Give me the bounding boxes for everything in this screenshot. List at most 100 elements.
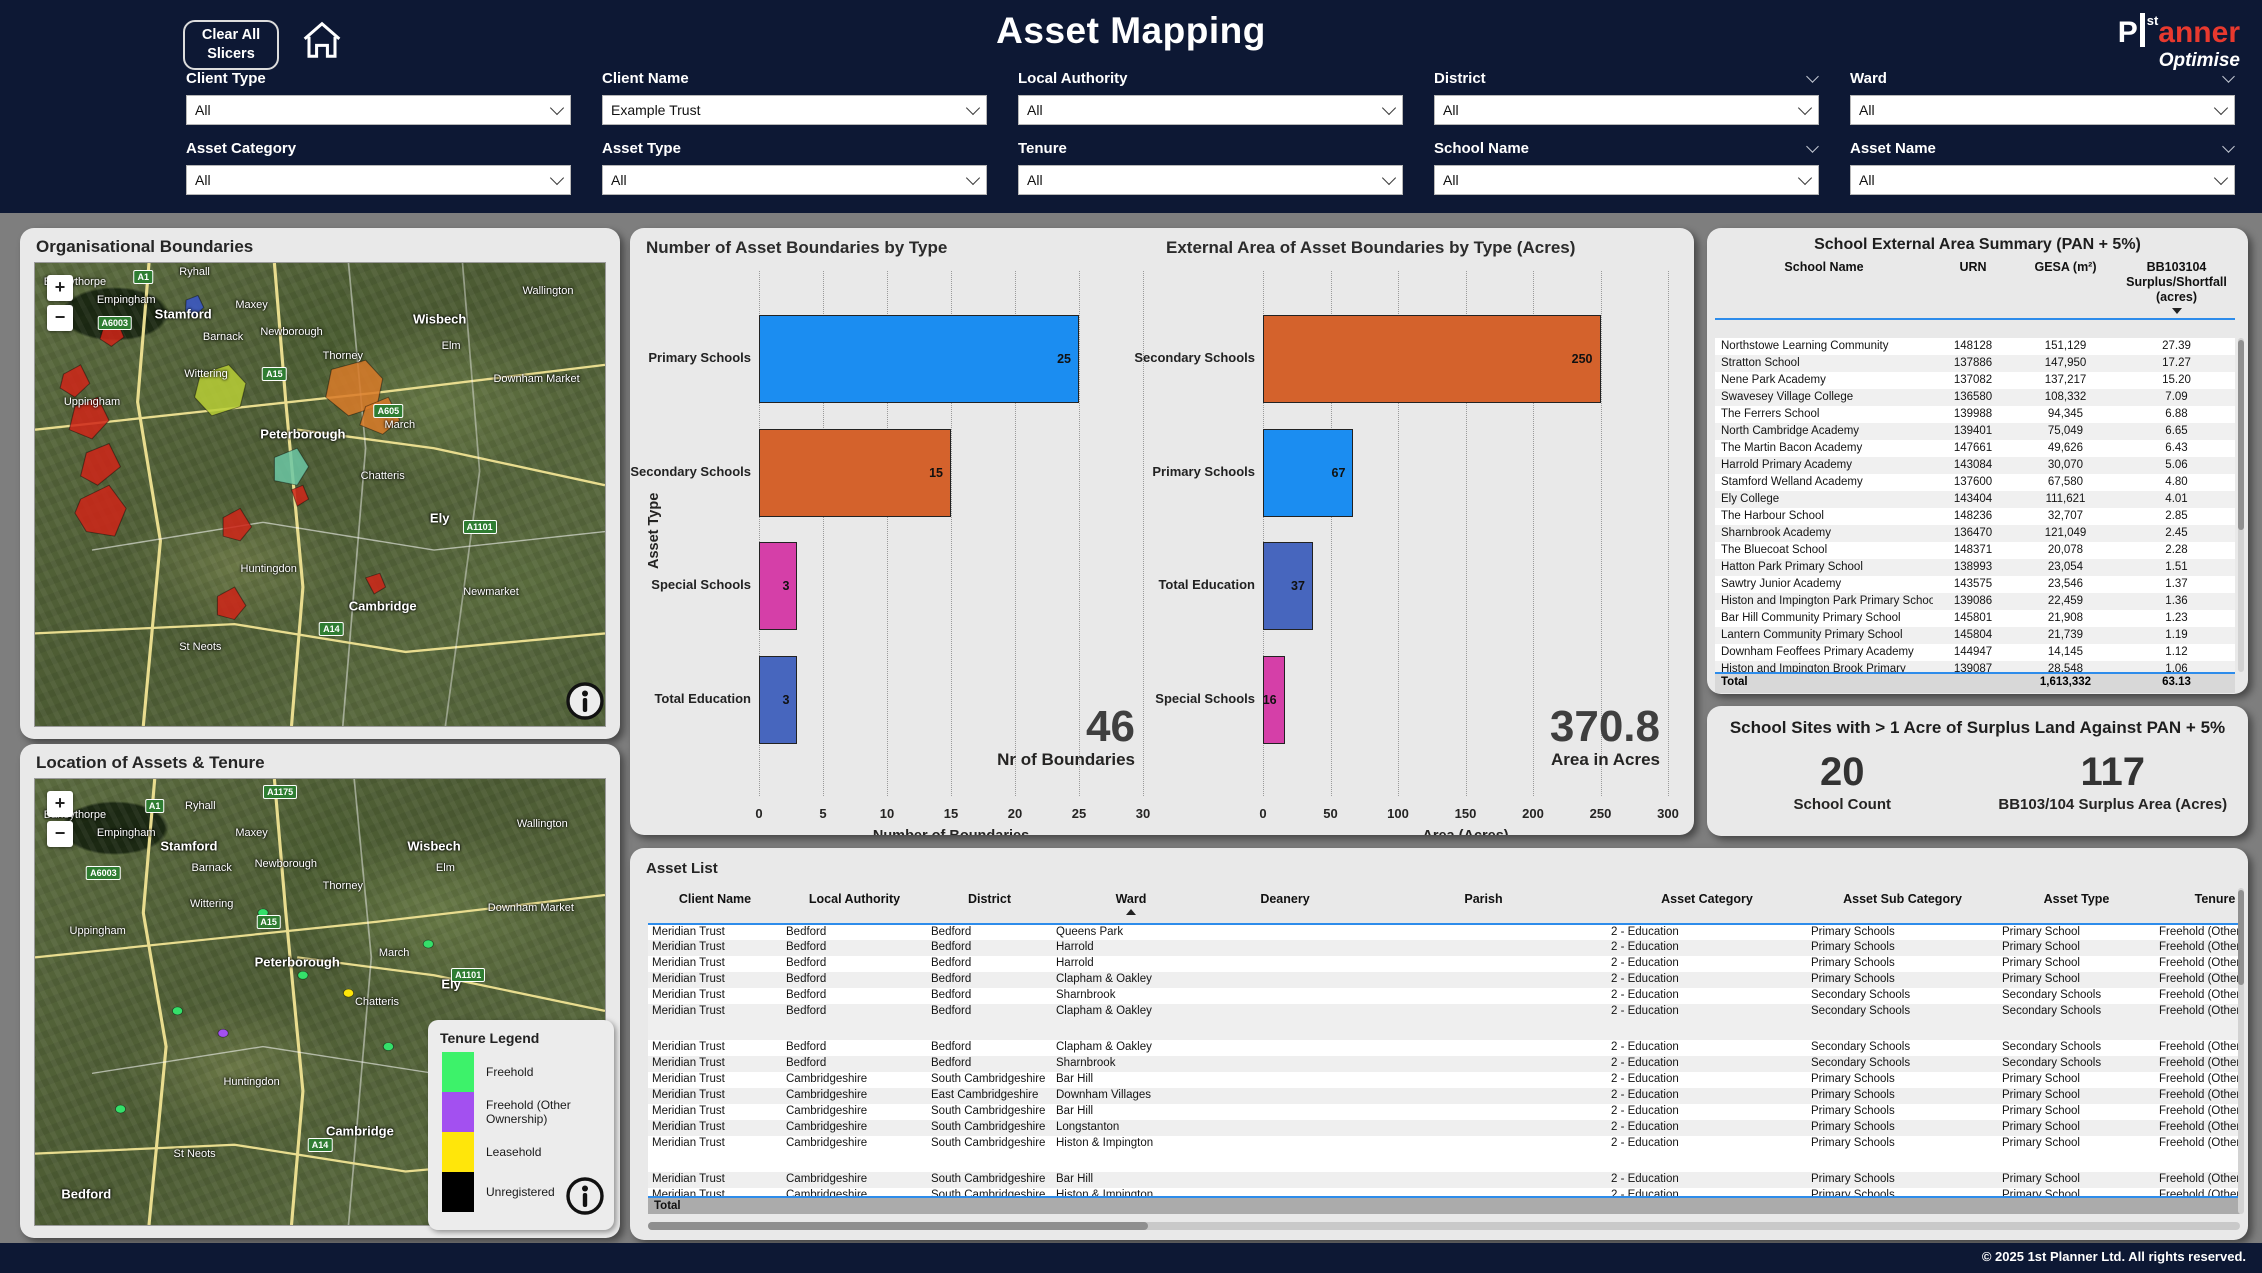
- cell: Meridian Trust: [652, 1041, 725, 1053]
- bar-secondary-schools[interactable]: 250: [1263, 315, 1601, 403]
- zoom-in-button[interactable]: +: [47, 275, 73, 301]
- table-row[interactable]: Meridian Trust Cambridgeshire South Cambri…: [648, 1172, 2240, 1188]
- vertical-scrollbar[interactable]: [2238, 888, 2244, 1214]
- asset-location-dot[interactable]: [422, 939, 434, 949]
- bar-special-schools[interactable]: 3: [759, 542, 798, 631]
- bar-total-education[interactable]: 37: [1263, 542, 1313, 631]
- table-row[interactable]: Stamford Welland Academy 137600 67,580 4.80: [1715, 474, 2235, 491]
- table-row[interactable]: Meridian Trust Bedford Bedford Clapham & Oa…: [648, 1040, 2240, 1056]
- table-row[interactable]: Northstowe Learning Community 148128 151,1…: [1715, 338, 2235, 355]
- table-row[interactable]: Meridian Trust Cambridgeshire South Cambri…: [648, 1120, 2240, 1136]
- bar-total-education[interactable]: 3: [759, 656, 798, 745]
- table-row[interactable]: The Harbour School 148236 32,707 2.85: [1715, 508, 2235, 525]
- asset-location-dot[interactable]: [382, 1042, 394, 1051]
- home-icon[interactable]: [296, 14, 348, 66]
- slicer-dropdown-asset-type[interactable]: All: [602, 165, 987, 195]
- slicer-dropdown-asset-name[interactable]: All: [1850, 165, 2235, 195]
- table-row[interactable]: Nene Park Academy 137082 137,217 15.20: [1715, 372, 2235, 389]
- boundary-polygon[interactable]: [222, 507, 253, 542]
- asset-location-dot[interactable]: [342, 988, 355, 998]
- column-header-urn[interactable]: URN: [1959, 260, 1987, 274]
- clear-all-slicers-button[interactable]: Clear All Slicers: [183, 20, 279, 70]
- boundary-polygon[interactable]: [74, 484, 127, 537]
- table-row[interactable]: Harrold Primary Academy 143084 30,070 5.06: [1715, 457, 2235, 474]
- table-row[interactable]: Meridian Trust Cambridgeshire South Cambri…: [648, 1188, 2240, 1196]
- table-row[interactable]: Meridian Trust Cambridgeshire East Cambrid…: [648, 1088, 2240, 1104]
- horizontal-scrollbar[interactable]: [648, 1222, 2240, 1230]
- sort-ascending-icon[interactable]: [1126, 909, 1136, 915]
- column-header-asset-category[interactable]: Asset Category: [1607, 888, 1807, 925]
- table-row[interactable]: Bar Hill Community Primary School 145801 2…: [1715, 610, 2235, 627]
- info-icon[interactable]: [564, 680, 606, 727]
- slicer-dropdown-ward[interactable]: All: [1850, 95, 2235, 125]
- boundary-polygon[interactable]: [68, 396, 110, 440]
- table-row[interactable]: Meridian Trust Bedford Bedford Clapham & Oa…: [648, 972, 2240, 988]
- boundary-polygon[interactable]: [193, 364, 247, 417]
- bar-primary-schools[interactable]: 67: [1263, 428, 1354, 517]
- slicer-dropdown-asset-category[interactable]: All: [186, 165, 571, 195]
- table-row[interactable]: Downham Feoffees Primary Academy 144947 14…: [1715, 644, 2235, 661]
- table-row[interactable]: The Martin Bacon Academy 147661 49,626 6.43: [1715, 440, 2235, 457]
- table-row[interactable]: The Bluecoat School 148371 20,078 2.28: [1715, 542, 2235, 559]
- slicer-dropdown-local-authority[interactable]: All: [1018, 95, 1403, 125]
- table-row[interactable]: Lantern Community Primary School 145804 21…: [1715, 627, 2235, 644]
- boundaries-map[interactable]: Barleythorpe Empingham Ryhall Stamford Maxey…: [34, 262, 606, 727]
- column-header-gesa[interactable]: GESA (m²): [2034, 260, 2097, 274]
- bar-special-schools[interactable]: 16: [1263, 656, 1285, 745]
- table-row[interactable]: Meridian Trust Cambridgeshire South Cambri…: [648, 1136, 2240, 1172]
- boundary-polygon[interactable]: [216, 586, 247, 621]
- table-row[interactable]: Meridian Trust Bedford Bedford Harrold 2 - E…: [648, 940, 2240, 956]
- column-header-surplus[interactable]: BB103104 Surplus/Shortfall (acres): [2118, 260, 2235, 314]
- table-row[interactable]: Histon and Impington Park Primary School…: [1715, 593, 2235, 610]
- table-row[interactable]: Sharnbrook Academy 136470 121,049 2.45: [1715, 525, 2235, 542]
- table-row[interactable]: The Ferrers School 139988 94,345 6.88: [1715, 406, 2235, 423]
- slicer-dropdown-school-name[interactable]: All: [1434, 165, 1819, 195]
- table-row[interactable]: Meridian Trust Bedford Bedford Queens Park 2…: [648, 924, 2240, 940]
- asset-location-dot[interactable]: [171, 1006, 184, 1016]
- slicer-dropdown-district[interactable]: All: [1434, 95, 1819, 125]
- zoom-out-button[interactable]: −: [47, 821, 73, 847]
- table-row[interactable]: Stratton School 137886 147,950 17.27: [1715, 355, 2235, 372]
- slicer-dropdown-tenure[interactable]: All: [1018, 165, 1403, 195]
- boundary-polygon[interactable]: [59, 364, 91, 398]
- column-header-school-name[interactable]: School Name: [1784, 260, 1864, 274]
- boundary-polygon[interactable]: [184, 294, 205, 318]
- table-row[interactable]: Meridian Trust Bedford Bedford Harrold 2 - E…: [648, 956, 2240, 972]
- info-icon[interactable]: [564, 1175, 606, 1222]
- boundary-polygon[interactable]: [364, 572, 387, 595]
- table-row[interactable]: Histon and Impington Brook Primary 139087…: [1715, 661, 2235, 672]
- table-row[interactable]: Swavesey Village College 136580 108,332 7.0…: [1715, 389, 2235, 406]
- table-row[interactable]: Meridian Trust Bedford Bedford Sharnbrook 2 …: [648, 1056, 2240, 1072]
- table-row[interactable]: Sawtry Junior Academy 143575 23,546 1.37: [1715, 576, 2235, 593]
- table-row[interactable]: North Cambridge Academy 139401 75,049 6.65: [1715, 423, 2235, 440]
- bar-primary-schools[interactable]: 25: [759, 315, 1079, 403]
- column-header-asset-sub-category[interactable]: Asset Sub Category: [1807, 888, 1998, 925]
- table-row[interactable]: Ely College 143404 111,621 4.01: [1715, 491, 2235, 508]
- column-header-deanery[interactable]: Deanery: [1210, 888, 1360, 925]
- bar-secondary-schools[interactable]: 15: [759, 428, 951, 517]
- boundary-polygon[interactable]: [273, 447, 310, 486]
- slicer-dropdown-client-type[interactable]: All: [186, 95, 571, 125]
- column-header-tenure[interactable]: Tenure: [2155, 888, 2240, 925]
- column-header-client-name[interactable]: Client Name: [648, 888, 782, 925]
- table-row[interactable]: Meridian Trust Bedford Bedford Clapham & Oa…: [648, 1004, 2240, 1040]
- table-row[interactable]: Meridian Trust Cambridgeshire South Cambri…: [648, 1072, 2240, 1088]
- zoom-out-button[interactable]: −: [47, 305, 73, 331]
- boundary-polygon[interactable]: [79, 442, 122, 486]
- table-row[interactable]: Hatton Park Primary School 138993 23,054 1.…: [1715, 559, 2235, 576]
- table-row[interactable]: Meridian Trust Cambridgeshire South Cambri…: [648, 1104, 2240, 1120]
- column-header-district[interactable]: District: [927, 888, 1052, 925]
- asset-location-dot[interactable]: [114, 1104, 127, 1114]
- asset-location-dot[interactable]: [297, 970, 309, 980]
- slicer-dropdown-client-name[interactable]: Example Trust: [602, 95, 987, 125]
- table-row[interactable]: Meridian Trust Bedford Bedford Sharnbrook 2 …: [648, 988, 2240, 1004]
- vertical-scrollbar[interactable]: [2238, 338, 2244, 672]
- asset-location-dot[interactable]: [217, 1028, 229, 1038]
- boundary-polygon[interactable]: [290, 484, 310, 507]
- column-header-asset-type[interactable]: Asset Type: [1998, 888, 2155, 925]
- column-header-parish[interactable]: Parish: [1360, 888, 1607, 925]
- sort-descending-icon[interactable]: [2171, 308, 2182, 314]
- column-header-ward[interactable]: Ward: [1052, 888, 1210, 925]
- column-header-local-authority[interactable]: Local Authority: [782, 888, 927, 925]
- zoom-in-button[interactable]: +: [47, 791, 73, 817]
